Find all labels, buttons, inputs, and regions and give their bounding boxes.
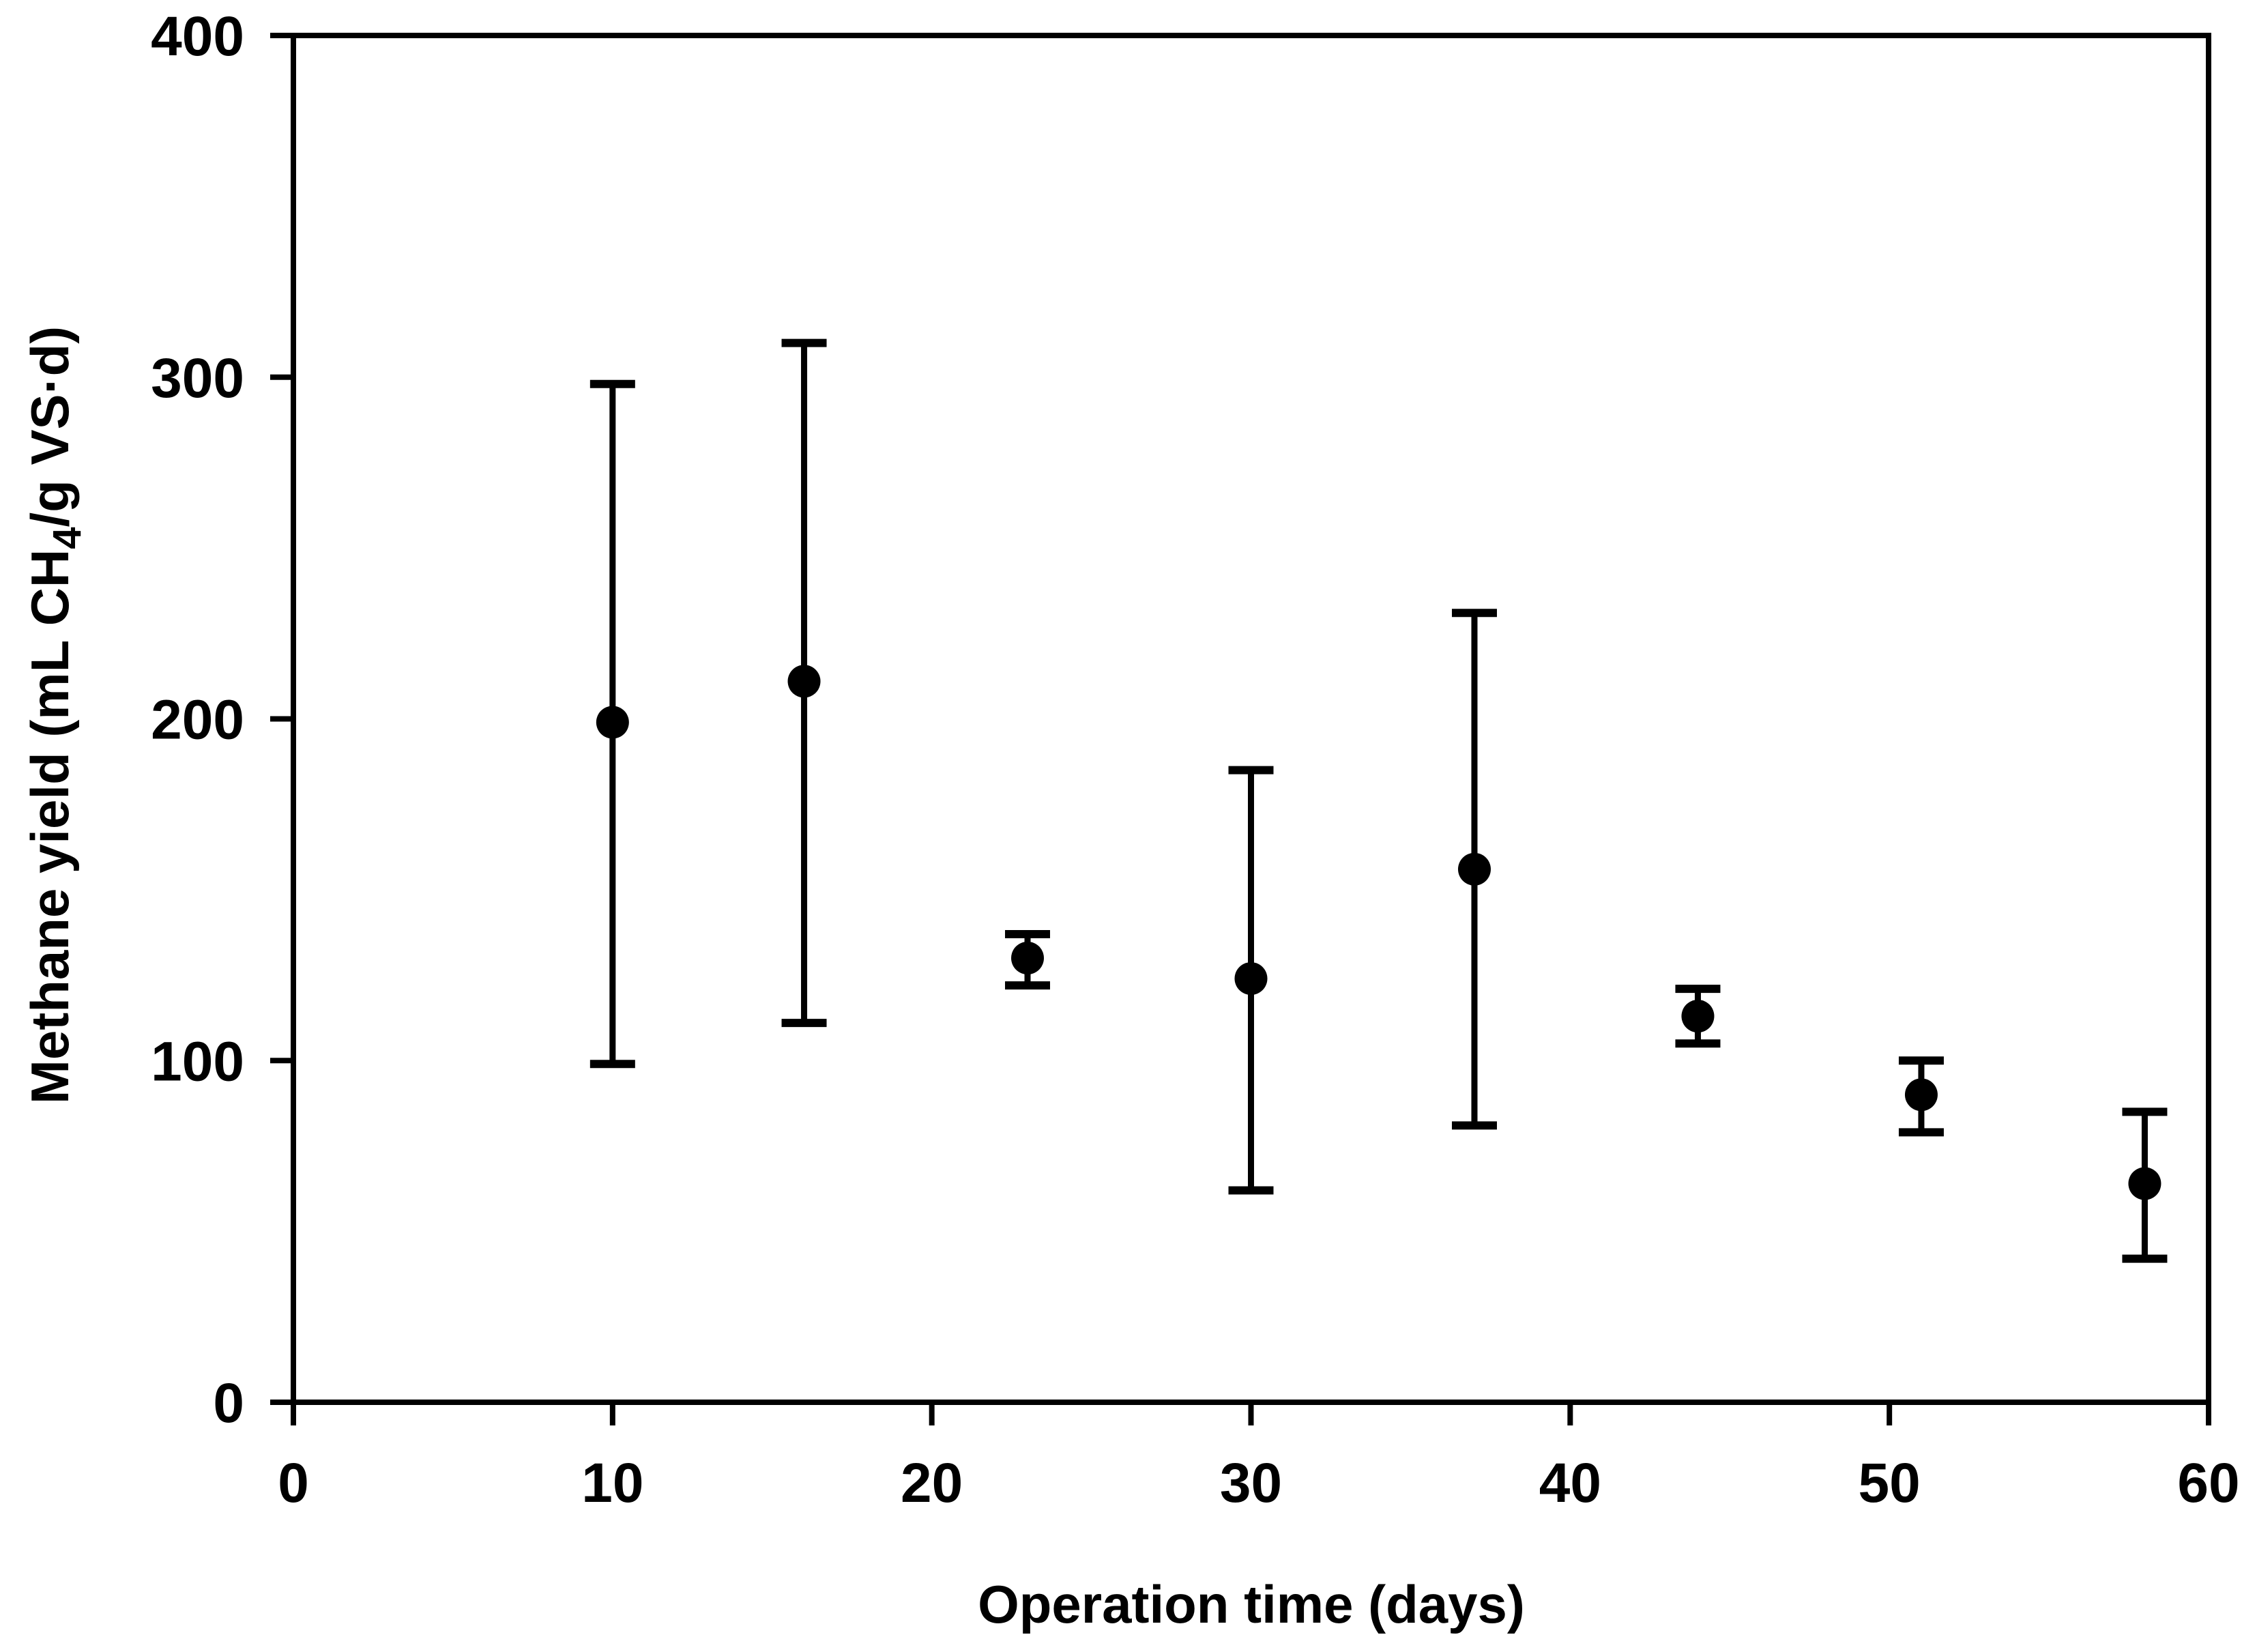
data-point [1005, 929, 1051, 990]
x-tick-label: 0 [278, 1452, 309, 1514]
data-point [1898, 1056, 1944, 1137]
data-marker [1457, 852, 1491, 886]
data-point [2122, 1107, 2168, 1263]
data-marker [1681, 1000, 1715, 1033]
y-tick-label: 300 [151, 347, 244, 409]
data-marker [1904, 1078, 1938, 1112]
data-point [589, 379, 635, 1069]
x-tick-label: 50 [1859, 1452, 1921, 1514]
data-marker [596, 706, 629, 739]
y-tick-label: 0 [213, 1372, 244, 1434]
x-tick-label: 60 [2177, 1452, 2239, 1514]
y-axis-title-suffix: /g VS·d) [20, 326, 80, 527]
data-marker [1011, 942, 1045, 975]
data-point [1451, 609, 1497, 1130]
y-axis-title-prefix: Methane yield (mL CH [20, 549, 80, 1104]
x-tick-label: 10 [581, 1452, 643, 1514]
x-axis-title: Operation time (days) [978, 1574, 1525, 1634]
y-tick-label: 400 [151, 5, 244, 68]
x-tick-label: 30 [1220, 1452, 1282, 1514]
data-marker [2128, 1167, 2161, 1200]
plot-area-border [291, 33, 2211, 1405]
data-marker [787, 665, 821, 698]
data-series [589, 338, 2168, 1263]
data-point [1675, 985, 1721, 1048]
y-axis-title: Methane yield (mL CH4/g VS·d) [20, 326, 89, 1104]
y-tick-label: 200 [151, 689, 244, 751]
data-point [1228, 766, 1274, 1195]
y-axis-title-subscript: 4 [45, 527, 89, 549]
y-axis-ticks: 0 100 200 300 400 [151, 5, 291, 1434]
x-tick-label: 20 [901, 1452, 963, 1514]
data-point [781, 338, 827, 1028]
data-marker [1234, 962, 1268, 996]
x-tick-label: 40 [1539, 1452, 1601, 1514]
x-axis-ticks: 0 10 20 30 40 50 60 [278, 1405, 2240, 1514]
y-tick-label: 100 [151, 1030, 244, 1092]
